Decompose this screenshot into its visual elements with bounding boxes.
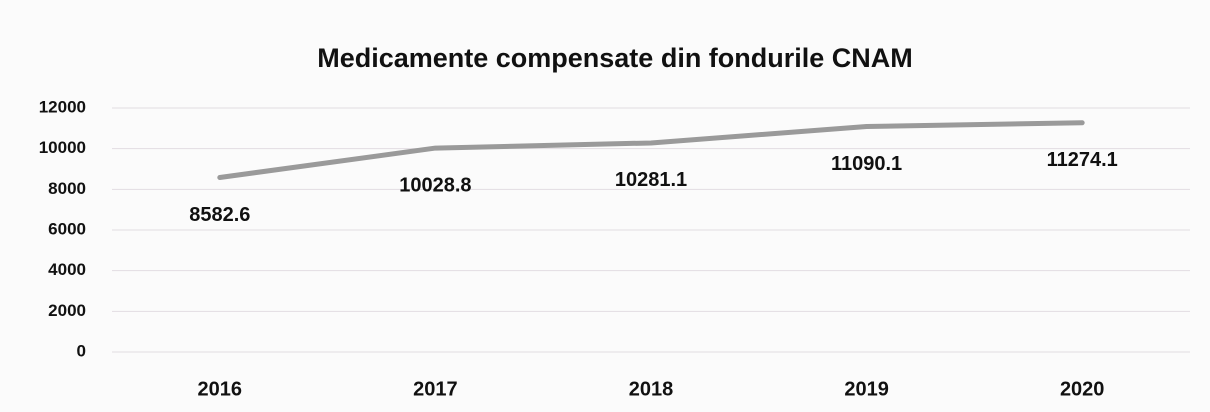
y-tick-label: 12000 bbox=[39, 97, 86, 116]
y-tick-label: 10000 bbox=[39, 138, 86, 157]
data-label: 11090.1 bbox=[831, 153, 902, 175]
y-tick-label: 8000 bbox=[48, 179, 86, 198]
data-label: 8582.6 bbox=[189, 204, 250, 226]
data-label: 10281.1 bbox=[615, 169, 687, 191]
x-tick-label: 2019 bbox=[844, 378, 889, 400]
x-tick-label: 2018 bbox=[629, 378, 674, 400]
data-label: 11274.1 bbox=[1047, 149, 1118, 171]
x-tick-label: 2017 bbox=[413, 378, 458, 400]
line bbox=[217, 120, 1085, 180]
chart-title: Medicamente compensate din fondurile CNA… bbox=[317, 43, 913, 73]
y-tick-label: 2000 bbox=[48, 301, 86, 320]
x-tick-label: 2020 bbox=[1060, 378, 1105, 400]
y-tick-label: 6000 bbox=[48, 219, 86, 238]
x-tick-label: 2016 bbox=[198, 378, 243, 400]
y-tick-label: 0 bbox=[77, 341, 86, 360]
y-tick-label: 4000 bbox=[48, 260, 86, 279]
data-label: 10028.8 bbox=[399, 174, 471, 196]
